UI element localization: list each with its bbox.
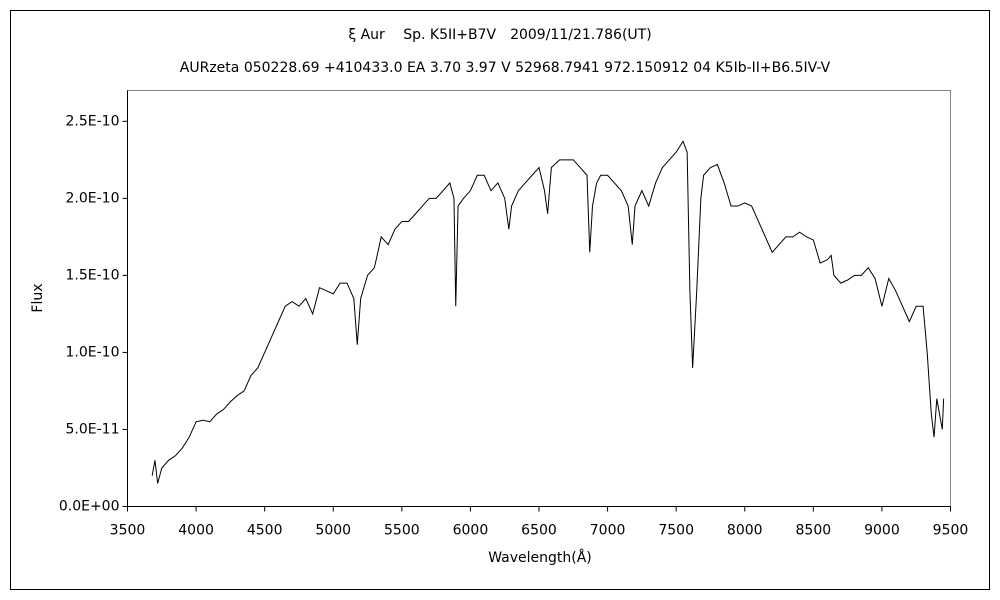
x-tick-label: 6500 <box>521 523 557 539</box>
y-axis-label: Flux <box>30 283 46 312</box>
chart-title: ξ Aur Sp. K5II+B7V 2009/11/21.786(UT) <box>348 27 651 43</box>
spectrum-line <box>151 140 945 484</box>
x-tick-label: 6000 <box>453 523 489 539</box>
x-tick-label: 8000 <box>727 523 763 539</box>
y-tick-label: 1.0E-10 <box>66 344 120 360</box>
x-axis-label: Wavelength(Å) <box>488 549 592 566</box>
x-tick-label: 7500 <box>658 523 694 539</box>
chart-subtitle: AURzeta 050228.69 +410433.0 EA 3.70 3.97… <box>180 60 831 76</box>
x-tick-label: 8500 <box>796 523 832 539</box>
x-tick-label: 3500 <box>110 523 146 539</box>
y-tick-label: 0.0E+00 <box>59 499 120 515</box>
x-tick-label: 9500 <box>933 523 969 539</box>
x-tick-label: 9000 <box>864 523 900 539</box>
y-tick-label: 5.0E-11 <box>66 421 120 437</box>
chart-frame <box>10 10 990 590</box>
y-tick-label: 2.5E-10 <box>66 113 120 129</box>
x-tick-label: 5500 <box>384 523 420 539</box>
x-tick-label: 4500 <box>247 523 283 539</box>
x-tick-label: 7000 <box>590 523 626 539</box>
x-tick-label: 5000 <box>315 523 351 539</box>
y-tick-label: 1.5E-10 <box>66 267 120 283</box>
x-tick-label: 4000 <box>178 523 214 539</box>
y-tick-label: 2.0E-10 <box>66 190 120 206</box>
